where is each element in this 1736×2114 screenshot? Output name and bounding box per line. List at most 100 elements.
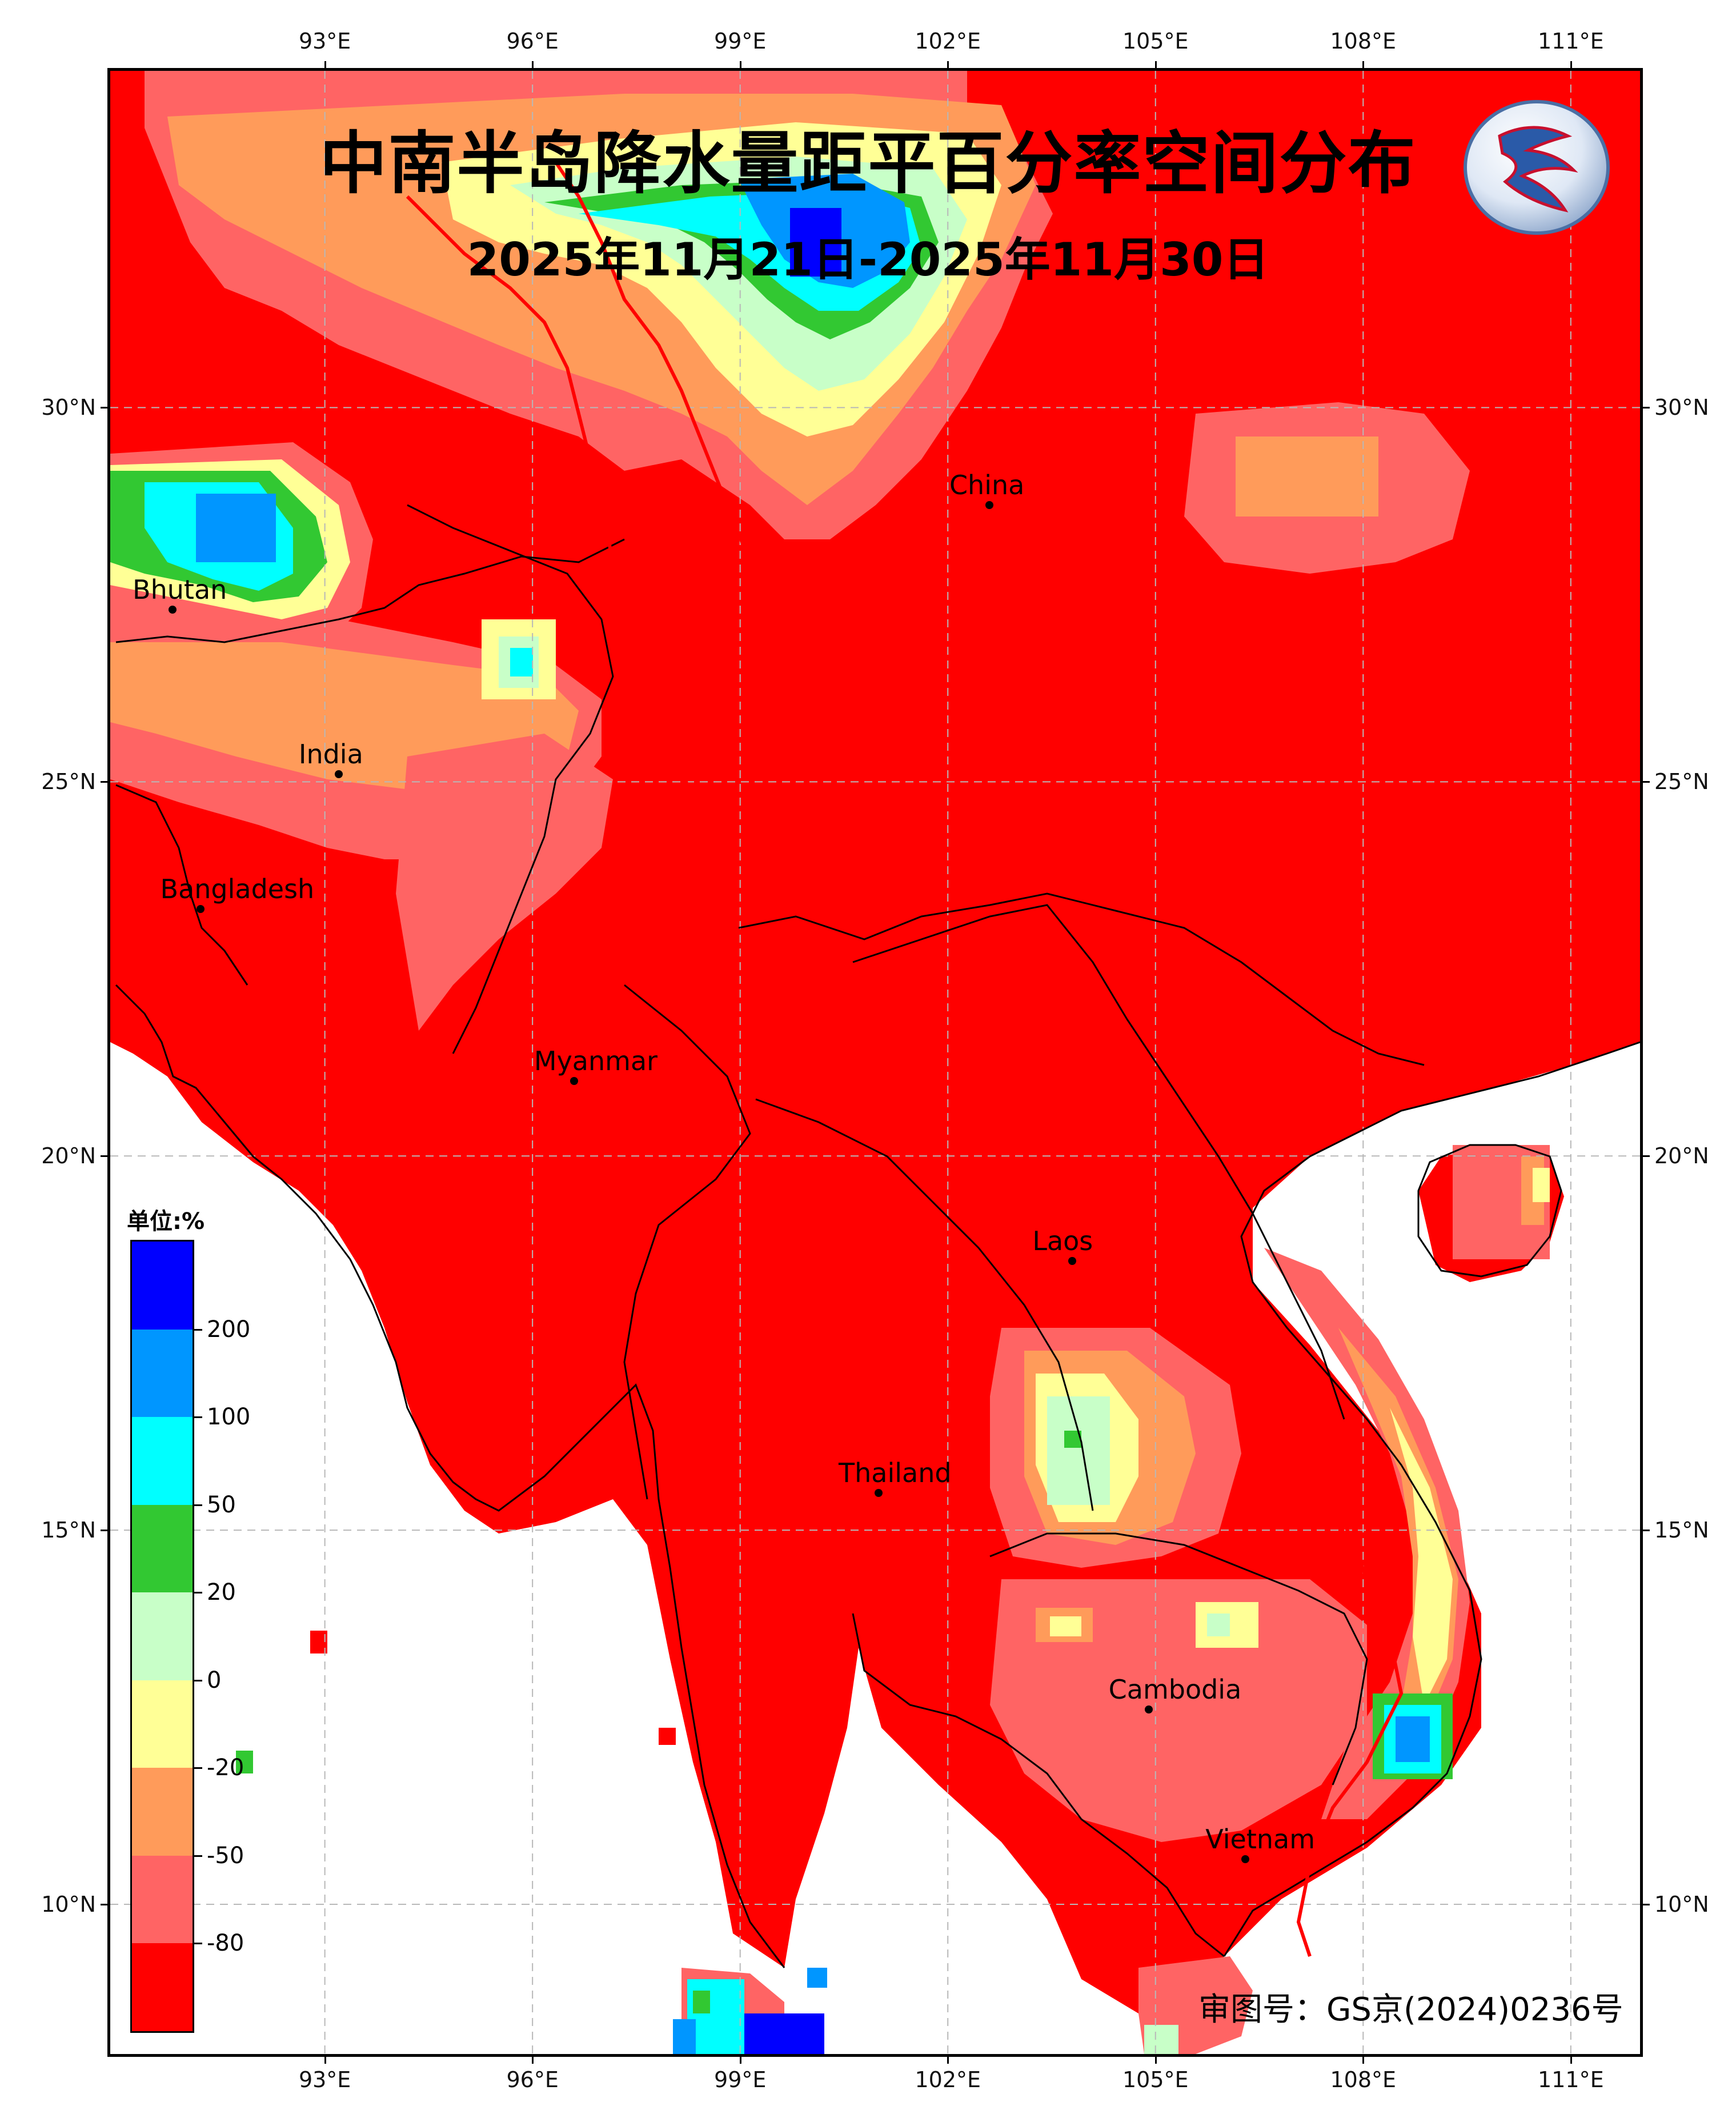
tick-mark [947,61,949,68]
border-bangladesh [115,784,248,986]
tick-mark [739,61,741,68]
island-red-2 [659,1728,676,1745]
map-title: 中南半岛降水量距平百分率空间分布 [319,124,1417,203]
border-myanmar-thailand [623,984,751,1500]
legend-tick [194,1855,202,1857]
place-label: Bhutan [133,574,227,606]
tick-mark [324,2057,326,2064]
lon-tick-bottom: 111°E [1538,2067,1604,2092]
river-mekong-lower [1251,1292,1404,1957]
legend-label: 100 [207,1404,251,1431]
tick-mark [1643,1530,1650,1532]
tick-mark [1362,2057,1365,2064]
vietnam-blue [1396,1716,1430,1762]
lat-tick-left: 10°N [41,1892,96,1917]
place-marker [875,1488,883,1497]
place-label: India [298,739,363,770]
border-india-myanmar [407,504,614,1054]
lat-tick-left: 30°N [41,395,96,421]
border-laos-vietnam [852,904,1345,1420]
place-marker [1144,1705,1153,1714]
tick-mark [1570,61,1572,68]
precipitation-anomaly-field [110,71,1640,2054]
west-blue [196,494,276,562]
legend-color-segment [132,1592,193,1680]
lat-tick-right: 30°N [1654,395,1709,421]
rivers [406,161,1404,1957]
lon-tick-top: 111°E [1538,29,1604,54]
legend-unit: 单位:% [127,1208,205,1235]
lat-tick-right: 10°N [1654,1892,1709,1917]
lon-tick-bottom: 105°E [1122,2067,1189,2092]
legend-label: 50 [207,1491,236,1518]
legend-tick [194,1592,202,1594]
coastline-vietnam [1223,1041,1640,1957]
place-marker [985,501,993,509]
tick-mark [739,2057,741,2064]
tick-mark [532,61,534,68]
cambodia-pink [990,1579,1367,1842]
tick-mark [1154,61,1157,68]
country-boundaries [115,504,1640,1968]
andaman-darkblue [744,2013,824,2054]
legend-color-segment [132,1680,193,1768]
lon-tick-top: 105°E [1122,29,1189,54]
tick-mark [947,2057,949,2064]
place-marker [1241,1855,1250,1864]
place-marker [169,606,177,614]
river-lancang-mekong-upper [554,161,832,757]
coastline-bay-of-bengal [115,984,785,1968]
andaman-blue [673,2019,696,2054]
lat-tick-left: 25°N [41,769,96,795]
legend-label: 0 [207,1667,222,1693]
lon-tick-bottom: 99°E [714,2067,767,2092]
legend-tick [194,1328,202,1331]
legend-label: -80 [207,1930,244,1957]
tick-mark [101,1530,107,1532]
tick-mark [101,1155,107,1158]
tick-mark [101,781,107,783]
place-label: Bangladesh [160,873,315,904]
tick-mark [532,2057,534,2064]
tick-mark [1643,1904,1650,1906]
legend-color-segment [132,1329,193,1418]
approval-number: 审图号：GS京(2024)0236号 [1198,1991,1623,2028]
border-laos-thailand [755,1098,1094,1511]
legend-tick [194,1504,202,1506]
legend-tick [194,1943,202,1945]
lat-tick-right: 20°N [1654,1143,1709,1169]
tick-mark [101,407,107,409]
legend-color-segment [132,1855,193,1944]
vietnam-yellow [1390,1408,1453,1705]
island-green [236,1751,253,1773]
legend-label: -20 [207,1755,244,1781]
lon-tick-top: 96°E [506,29,559,54]
legend-tick [194,1767,202,1769]
place-marker [334,770,343,779]
lon-tick-top: 99°E [714,29,767,54]
andaman-green [693,1991,710,2013]
legend-tick [194,1416,202,1419]
precipitation-map [110,71,1640,2054]
tick-mark [1643,781,1650,783]
tick-mark [1570,2057,1572,2064]
river-nu-salween [406,195,729,849]
lat-tick-left: 15°N [41,1518,96,1543]
place-label: Laos [1032,1225,1093,1256]
legend-color-segment [132,1417,193,1505]
coastline-gulf-thailand [852,1613,1225,1957]
place-label: China [949,469,1025,501]
place-marker [196,904,205,913]
legend-colorbar [130,1240,194,2033]
lon-tick-top: 102°E [915,29,981,54]
east-orange [1236,437,1378,517]
place-marker [1068,1256,1077,1265]
south-tip-lightgreen [1144,2025,1178,2054]
tick-mark [1154,2057,1157,2064]
thai-lightgreen [1047,1396,1110,1505]
cambodia-lightgreen [1207,1613,1230,1636]
cambodia-yellow [1050,1616,1081,1636]
border-india-bhutan [115,538,625,643]
agency-logo-icon [1464,100,1610,235]
legend-color-segment [132,1504,193,1593]
